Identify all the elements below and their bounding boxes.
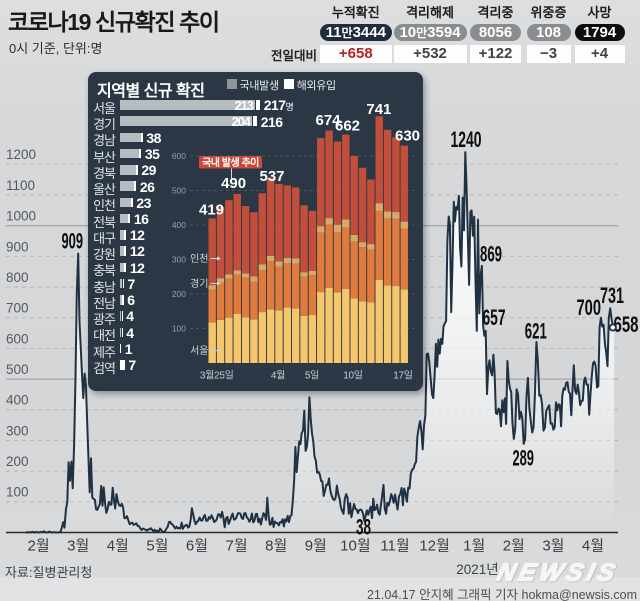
svg-text:1100: 1100 (6, 178, 35, 193)
svg-text:3월: 3월 (67, 538, 89, 555)
svg-text:100: 100 (6, 485, 29, 500)
svg-text:500: 500 (6, 362, 29, 377)
svg-text:경기: 경기 (190, 277, 208, 290)
svg-text:4월: 4월 (582, 538, 604, 555)
svg-text:741: 741 (366, 101, 391, 118)
svg-text:600: 600 (172, 151, 186, 161)
svg-text:NEWSIS: NEWSIS (494, 559, 621, 587)
svg-text:200: 200 (6, 454, 29, 469)
svg-text:4월: 4월 (271, 370, 285, 382)
svg-text:400: 400 (6, 393, 29, 408)
svg-text:100: 100 (172, 324, 186, 334)
svg-text:658: 658 (614, 312, 639, 337)
svg-text:인천: 인천 (190, 253, 208, 265)
svg-text:2월: 2월 (28, 538, 50, 555)
svg-text:NEWSIS: NEWSIS (495, 559, 622, 587)
svg-text:700: 700 (577, 295, 602, 320)
svg-text:800: 800 (6, 270, 29, 285)
svg-text:500: 500 (172, 186, 186, 196)
svg-text:621: 621 (525, 319, 547, 344)
svg-text:300: 300 (6, 423, 29, 438)
svg-text:10일: 10일 (343, 370, 363, 382)
svg-text:1000: 1000 (6, 209, 36, 224)
svg-text:731: 731 (600, 283, 624, 308)
svg-text:38: 38 (356, 515, 371, 540)
svg-text:10월: 10월 (340, 538, 371, 555)
svg-text:4월: 4월 (107, 538, 129, 555)
svg-text:674: 674 (315, 112, 341, 129)
svg-text:8월: 8월 (265, 538, 287, 555)
svg-text:400: 400 (172, 220, 186, 230)
svg-text:490: 490 (221, 175, 246, 192)
svg-text:537: 537 (259, 168, 284, 185)
svg-text:662: 662 (335, 118, 360, 135)
svg-text:5일: 5일 (305, 370, 319, 382)
svg-text:3월25일: 3월25일 (200, 370, 234, 382)
svg-text:국내 발생 추이: 국내 발생 추이 (202, 156, 259, 169)
svg-text:1월: 1월 (463, 538, 485, 555)
svg-text:12월: 12월 (419, 538, 450, 555)
svg-text:17일: 17일 (393, 370, 413, 382)
svg-text:1240: 1240 (451, 127, 482, 152)
svg-text:3월: 3월 (542, 538, 564, 555)
svg-text:9월: 9월 (305, 538, 327, 555)
svg-text:7월: 7월 (226, 538, 248, 555)
svg-text:서울: 서울 (190, 345, 208, 357)
svg-text:200: 200 (172, 289, 186, 299)
svg-text:419: 419 (199, 202, 224, 219)
svg-text:630: 630 (395, 128, 420, 145)
svg-text:300: 300 (172, 255, 186, 265)
svg-text:900: 900 (6, 239, 29, 254)
svg-text:700: 700 (6, 301, 29, 316)
svg-text:11월: 11월 (380, 538, 409, 555)
svg-text:909: 909 (62, 229, 84, 254)
svg-text:1200: 1200 (6, 147, 36, 162)
svg-text:2021년: 2021년 (456, 562, 498, 577)
svg-text:869: 869 (480, 242, 502, 267)
svg-text:600: 600 (6, 331, 29, 346)
svg-text:5월: 5월 (146, 538, 168, 555)
svg-text:2월: 2월 (503, 538, 525, 555)
svg-text:657: 657 (483, 305, 506, 330)
svg-text:289: 289 (512, 446, 534, 471)
svg-text:6월: 6월 (186, 538, 208, 555)
